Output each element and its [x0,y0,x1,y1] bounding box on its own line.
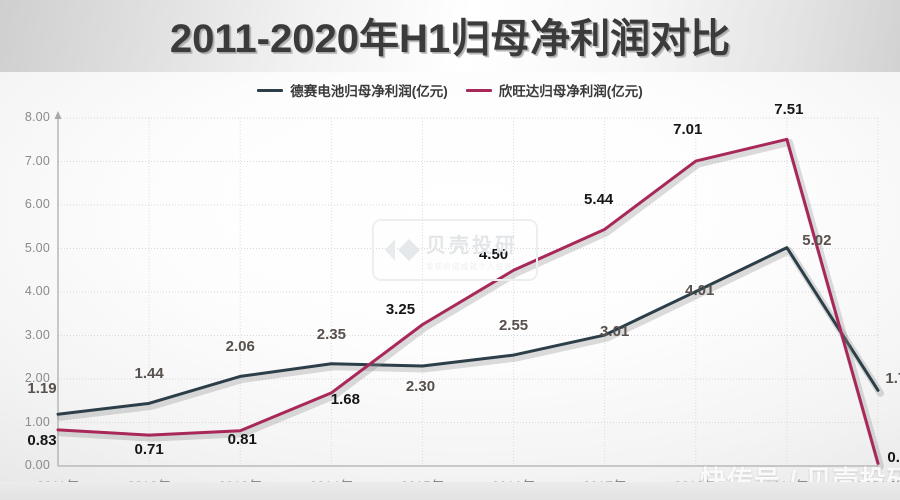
legend-label-xinwangda: 欣旺达归母净利润(亿元) [498,84,643,99]
data-label: 2.06 [225,338,255,356]
y-axis-tick: 5.00 [24,240,50,255]
data-label: 1.74 [885,370,900,388]
legend-swatch-desai [257,88,284,92]
data-label: 2.55 [498,317,529,335]
data-label: 3.25 [385,300,416,318]
data-label: 1.19 [27,380,57,398]
y-axis-tick: 3.00 [24,327,50,342]
legend-item-xinwangda: 欣旺达归母净利润(亿元) [465,80,643,100]
data-label: 2.35 [316,325,346,343]
data-label: 1.68 [330,390,360,408]
data-label: 0.06 [887,449,900,467]
bottom-strip [0,482,900,500]
y-axis-tick: 1.00 [24,414,50,429]
chart-legend: 德赛电池归母净利润(亿元) 欣旺达归母净利润(亿元) [0,80,900,100]
series-line-1 [56,137,880,465]
axes [54,111,878,467]
data-label: 7.01 [673,121,703,139]
y-axis-tick: 4.00 [24,284,50,298]
y-axis-tick: 2.00 [24,371,50,385]
title-band [0,0,900,72]
y-axis-tick: 8.00 [24,110,50,124]
series-lines [56,137,884,470]
data-label: 2.30 [405,377,436,395]
data-label: 3.01 [600,323,630,341]
data-label: 4.50 [478,246,509,264]
legend-swatch-xinwangda [465,88,492,92]
gridlines [57,117,879,467]
legend-item-desai: 德赛电池归母净利润(亿元) [257,80,448,100]
data-label: 5.44 [584,191,614,209]
data-label: 0.81 [227,430,257,448]
y-axis-tick: 7.00 [24,153,50,168]
data-label: 0.83 [27,431,57,449]
data-label: 4.01 [685,281,715,299]
series-line-0 [56,246,880,416]
data-label: 1.44 [134,365,164,383]
y-axis-tick: 6.00 [24,197,50,211]
data-label: 5.02 [802,231,832,249]
data-label: 7.51 [774,101,804,119]
data-label: 0.71 [134,441,164,459]
legend-label-desai: 德赛电池归母净利润(亿元) [290,84,448,99]
page-title: 2011-2020年H1归母净利润对比 [169,17,731,61]
y-axis-tick: 0.00 [24,458,50,472]
